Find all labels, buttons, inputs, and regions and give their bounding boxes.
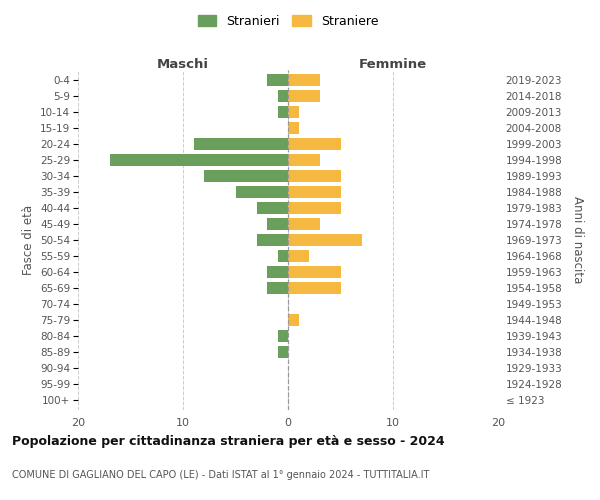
Bar bbox=[288, 282, 341, 294]
Bar bbox=[267, 218, 288, 230]
Bar bbox=[288, 106, 299, 118]
Text: Maschi: Maschi bbox=[157, 58, 209, 71]
Bar bbox=[235, 186, 288, 198]
Bar bbox=[288, 250, 309, 262]
Bar bbox=[277, 330, 288, 342]
Bar bbox=[257, 234, 288, 246]
Bar bbox=[288, 186, 341, 198]
Text: Femmine: Femmine bbox=[359, 58, 427, 71]
Bar bbox=[288, 234, 361, 246]
Bar bbox=[277, 250, 288, 262]
Bar bbox=[267, 266, 288, 278]
Bar bbox=[288, 74, 320, 86]
Bar bbox=[288, 90, 320, 102]
Bar bbox=[288, 138, 341, 150]
Bar bbox=[288, 202, 341, 214]
Bar bbox=[193, 138, 288, 150]
Bar bbox=[288, 170, 341, 182]
Bar bbox=[277, 346, 288, 358]
Bar bbox=[267, 282, 288, 294]
Legend: Stranieri, Straniere: Stranieri, Straniere bbox=[194, 11, 382, 32]
Bar bbox=[267, 74, 288, 86]
Bar bbox=[288, 154, 320, 166]
Bar bbox=[277, 90, 288, 102]
Y-axis label: Fasce di età: Fasce di età bbox=[22, 205, 35, 275]
Bar bbox=[288, 218, 320, 230]
Bar bbox=[288, 266, 341, 278]
Y-axis label: Anni di nascita: Anni di nascita bbox=[571, 196, 584, 284]
Bar bbox=[257, 202, 288, 214]
Bar bbox=[288, 314, 299, 326]
Text: COMUNE DI GAGLIANO DEL CAPO (LE) - Dati ISTAT al 1° gennaio 2024 - TUTTITALIA.IT: COMUNE DI GAGLIANO DEL CAPO (LE) - Dati … bbox=[12, 470, 430, 480]
Text: Popolazione per cittadinanza straniera per età e sesso - 2024: Popolazione per cittadinanza straniera p… bbox=[12, 435, 445, 448]
Bar bbox=[288, 122, 299, 134]
Bar bbox=[277, 106, 288, 118]
Bar bbox=[109, 154, 288, 166]
Bar bbox=[204, 170, 288, 182]
